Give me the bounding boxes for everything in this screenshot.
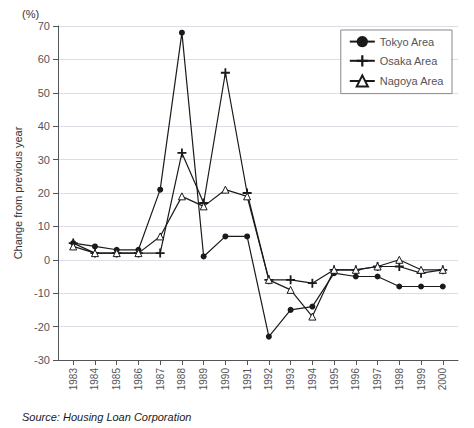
svg-text:1988: 1988 (176, 368, 187, 391)
svg-text:1999: 1999 (416, 368, 427, 391)
svg-text:1986: 1986 (133, 368, 144, 391)
svg-text:Tokyo Area: Tokyo Area (380, 36, 435, 48)
svg-text:60: 60 (38, 53, 50, 65)
svg-text:1998: 1998 (394, 368, 405, 391)
svg-text:Change from previous year: Change from previous year (12, 126, 24, 259)
svg-text:1995: 1995 (329, 368, 340, 391)
svg-text:1989: 1989 (198, 368, 209, 391)
svg-text:0: 0 (44, 254, 50, 266)
svg-text:20: 20 (38, 187, 50, 199)
svg-text:-20: -20 (34, 321, 50, 333)
svg-text:30: 30 (38, 154, 50, 166)
svg-text:Nagoya Area: Nagoya Area (380, 75, 444, 87)
svg-text:1992: 1992 (263, 368, 274, 391)
svg-text:1987: 1987 (155, 368, 166, 391)
svg-text:1984: 1984 (89, 368, 100, 391)
svg-text:10: 10 (38, 220, 50, 232)
svg-text:1994: 1994 (307, 368, 318, 391)
svg-text:1985: 1985 (111, 368, 122, 391)
svg-text:1990: 1990 (220, 368, 231, 391)
svg-text:70: 70 (38, 20, 50, 32)
svg-text:Source: Housing Loan Corporati: Source: Housing Loan Corporation (22, 411, 191, 423)
svg-text:1993: 1993 (285, 368, 296, 391)
svg-text:Osaka Area: Osaka Area (380, 55, 438, 67)
svg-text:1996: 1996 (350, 368, 361, 391)
svg-text:-30: -30 (34, 354, 50, 366)
svg-text:-10: -10 (34, 287, 50, 299)
svg-text:40: 40 (38, 120, 50, 132)
svg-text:50: 50 (38, 87, 50, 99)
svg-text:(%): (%) (22, 8, 39, 20)
svg-text:1997: 1997 (372, 368, 383, 391)
svg-text:1991: 1991 (242, 368, 253, 391)
svg-text:2000: 2000 (437, 368, 448, 391)
svg-text:1983: 1983 (68, 368, 79, 391)
